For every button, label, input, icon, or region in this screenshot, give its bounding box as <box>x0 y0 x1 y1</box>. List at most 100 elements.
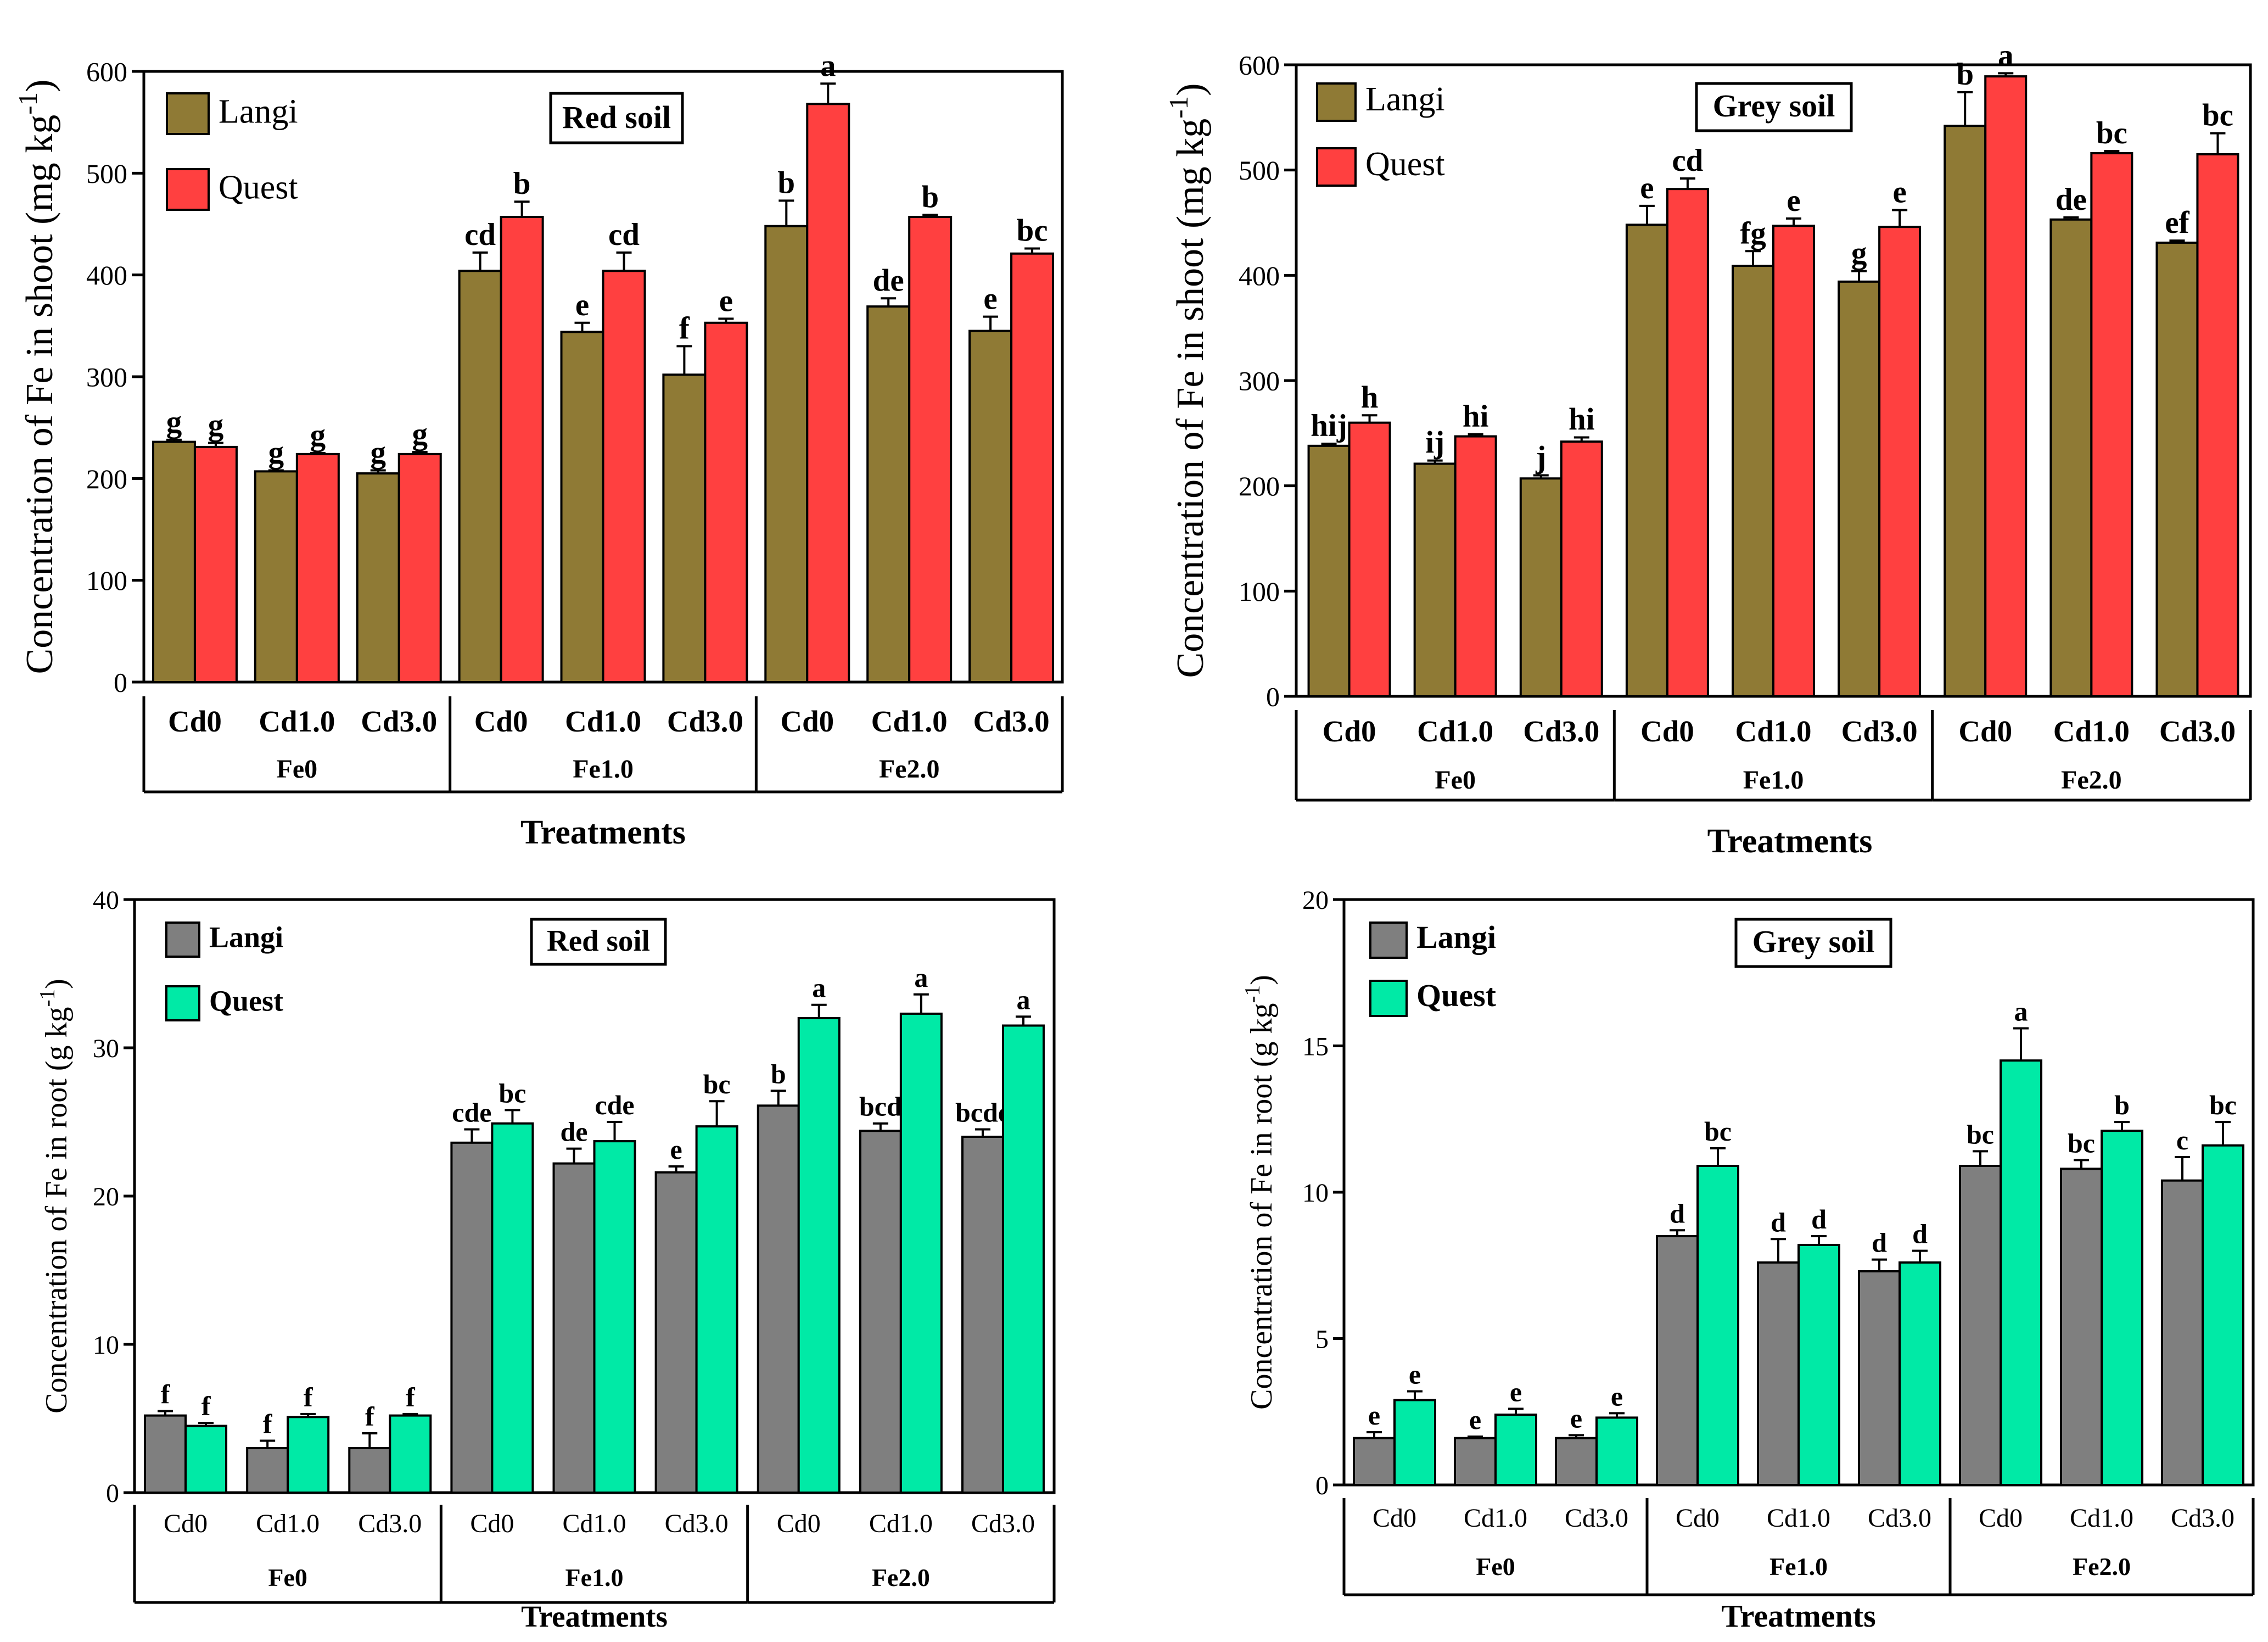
bar-quest <box>287 1416 330 1494</box>
shoot-red-soil-chart: 0 100 200 300 400 500 600 Concentration of Fe i… <box>13 48 1064 851</box>
y-tick-label: 10 <box>93 1331 119 1360</box>
category-label: Cd1.0 <box>1767 1504 1830 1533</box>
significance-letter-langi: ij <box>1425 426 1444 460</box>
bar-quest <box>389 1414 432 1494</box>
y-tick-label: 500 <box>1239 155 1280 186</box>
y-tick-label: 15 <box>1302 1032 1329 1061</box>
bar-langi <box>458 270 502 683</box>
bar-quest <box>2202 1144 2244 1486</box>
significance-letter-langi: ef <box>2165 205 2189 240</box>
legend-label-quest: Quest <box>209 985 283 1018</box>
bar-langi <box>1519 477 1563 697</box>
category-label: Cd0 <box>1676 1504 1720 1533</box>
y-axis-label: Concentration of Fe in root (g kg-1) <box>36 979 74 1414</box>
bar-quest <box>1393 1399 1436 1486</box>
legend-swatch-langi <box>1369 921 1408 959</box>
significance-letter-langi: e <box>1368 1400 1380 1431</box>
y-tick-label: 600 <box>86 57 127 87</box>
significance-letter-langi: de <box>561 1116 588 1147</box>
bar-quest <box>806 103 850 684</box>
category-label: Cd1.0 <box>256 1509 320 1538</box>
y-tick-label: 10 <box>1302 1179 1329 1208</box>
significance-letter-langi: b <box>777 165 795 200</box>
significance-letter-quest: bc <box>2209 1090 2237 1120</box>
bar-quest <box>2090 152 2133 697</box>
legend-label-quest: Quest <box>219 169 298 206</box>
significance-letter-quest: g <box>310 418 326 453</box>
bar-langi <box>356 472 400 683</box>
group-label: Fe1.0 <box>565 1563 623 1591</box>
significance-letter-langi: g <box>1851 236 1867 271</box>
category-label: Cd3.0 <box>2171 1504 2235 1533</box>
bar-langi <box>1838 280 1881 697</box>
y-tick-label: 200 <box>1239 471 1280 501</box>
legend-label-quest: Quest <box>1365 146 1445 183</box>
significance-letter-langi: d <box>1872 1227 1887 1258</box>
legend-swatch-quest <box>166 168 210 211</box>
bar-langi <box>450 1141 494 1494</box>
bar-quest <box>491 1122 534 1494</box>
significance-letter-langi: d <box>1670 1198 1685 1228</box>
bar-quest <box>1560 440 1603 698</box>
bar-langi <box>1757 1261 1800 1486</box>
bar-langi <box>1959 1165 2002 1486</box>
significance-letter-quest: d <box>1811 1204 1827 1235</box>
category-label: Cd3.0 <box>1868 1504 1931 1533</box>
significance-letter-quest: bc <box>1017 213 1048 248</box>
soil-title-box <box>1695 82 1853 132</box>
category-label: Cd3.0 <box>667 705 743 738</box>
significance-letter-quest: d <box>1912 1219 1928 1249</box>
significance-letter-quest: e <box>719 283 733 318</box>
y-tick-label: 400 <box>86 260 127 291</box>
y-tick-label: 0 <box>114 667 127 698</box>
bar-langi <box>1858 1270 1901 1486</box>
bar-quest <box>2196 153 2239 697</box>
significance-letter-langi: e <box>1640 171 1654 205</box>
significance-letter-langi: hij <box>1311 409 1347 443</box>
group-label: Fe2.0 <box>2061 766 2122 795</box>
x-axis-title: Treatments <box>521 1600 668 1633</box>
significance-letter-langi: bcd <box>859 1091 902 1122</box>
bar-langi <box>764 225 809 683</box>
y-tick-label: 500 <box>86 158 127 189</box>
significance-letter-quest: cd <box>1672 143 1703 178</box>
significance-letter-quest: a <box>914 962 928 993</box>
category-label: Cd3.0 <box>971 1509 1035 1538</box>
bar-quest <box>593 1140 636 1494</box>
significance-letter-quest: g <box>208 407 224 442</box>
legend-swatch-langi <box>1316 82 1357 122</box>
significance-letter-quest: h <box>1361 380 1379 415</box>
soil-title-box <box>530 918 667 966</box>
bar-quest <box>500 216 544 683</box>
x-axis-title: Treatments <box>520 814 686 851</box>
category-label: Cd0 <box>1640 714 1694 748</box>
y-tick-label: 100 <box>1239 576 1280 607</box>
bar-langi <box>560 331 604 683</box>
group-label: Fe2.0 <box>879 755 940 784</box>
category-label: Cd3.0 <box>1523 714 1599 748</box>
significance-letter-quest: a <box>812 973 826 1003</box>
soil-title: Red soil <box>562 99 671 135</box>
bar-langi <box>968 329 1013 683</box>
category-label: Cd3.0 <box>2159 714 2236 748</box>
bar-quest <box>602 270 646 683</box>
bar-quest <box>899 1012 943 1494</box>
category-label: Cd0 <box>1958 714 2012 748</box>
group-label: Fe0 <box>1476 1552 1515 1580</box>
category-label: Cd1.0 <box>2053 714 2130 748</box>
significance-letter-langi: de <box>2056 182 2087 217</box>
category-label: Cd0 <box>168 705 222 738</box>
significance-letter-langi: b <box>1956 57 1974 92</box>
significance-letter-quest: b <box>921 180 939 214</box>
legend-label-langi: Langi <box>209 921 283 954</box>
group-label: Fe1.0 <box>1743 766 1804 795</box>
significance-letter-langi: bc <box>2068 1127 2095 1158</box>
significance-letter-langi: cd <box>464 217 496 252</box>
category-label: Cd3.0 <box>361 705 437 738</box>
significance-letter-langi: fg <box>1740 216 1766 250</box>
group-label: Fe1.0 <box>1769 1552 1828 1580</box>
bar-langi <box>144 1414 187 1494</box>
bar-quest <box>1797 1243 1840 1486</box>
bar-langi <box>859 1130 902 1494</box>
y-tick-label: 5 <box>1315 1325 1329 1354</box>
